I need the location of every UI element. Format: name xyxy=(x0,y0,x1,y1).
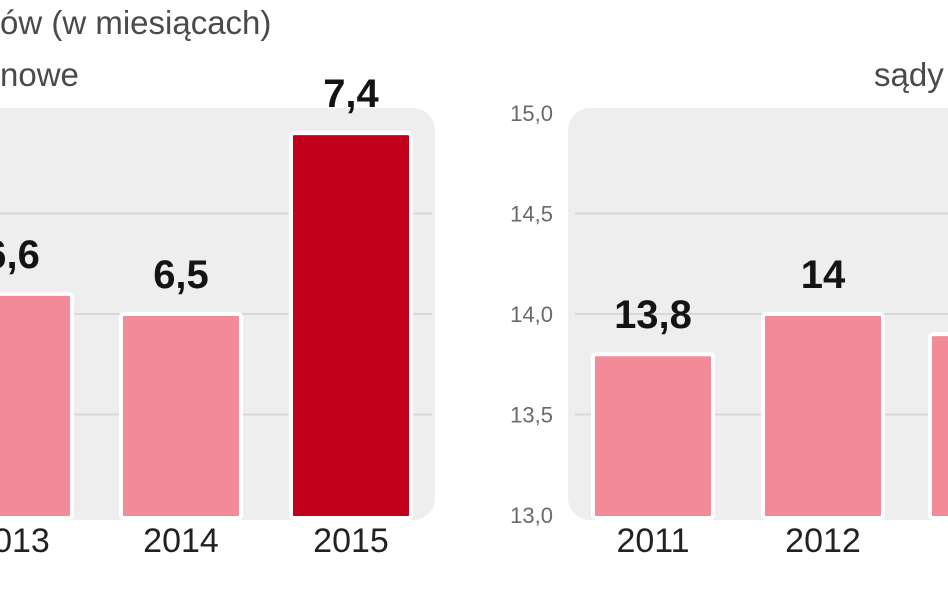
left-chart-subtitle: nowe xyxy=(0,56,79,93)
right-chart-category-label-2011: 2011 xyxy=(616,522,689,560)
left-chart-value-label-2015: 7,4 xyxy=(323,72,379,116)
left-chart-category-label-2015: 2015 xyxy=(313,522,389,560)
right-chart-y-tick-label: 13,0 xyxy=(510,503,553,528)
right-chart-y-tick-label: 15,0 xyxy=(510,101,553,126)
left-chart-bar-2013 xyxy=(0,294,72,518)
left-chart-bar-2015 xyxy=(291,133,411,518)
right-chart-bar-2012 xyxy=(763,314,883,518)
left-chart-value-label-2013: 6,6 xyxy=(0,233,40,277)
right-chart-bar-2011 xyxy=(593,354,713,518)
right-chart-value-label-2011: 13,8 xyxy=(614,293,692,337)
right-chart-y-tick-label: 14,0 xyxy=(510,302,553,327)
left-chart-value-label-2014: 6,5 xyxy=(153,253,209,297)
chart-title-line-1: ów (w miesiącach) xyxy=(0,4,272,41)
right-chart-value-label-2012: 14 xyxy=(801,253,846,297)
left-chart-category-label-2013: 2013 xyxy=(0,522,50,560)
left-chart-category-label-2014: 2014 xyxy=(143,522,219,560)
right-chart-category-label-2012: 2012 xyxy=(785,522,861,560)
left-chart-bar-2014 xyxy=(121,314,241,518)
right-chart-y-tick-label: 13,5 xyxy=(510,403,553,428)
right-chart-bar-2013 xyxy=(930,334,948,518)
right-chart-y-tick-label: 14,5 xyxy=(510,202,553,227)
right-chart-subtitle: sądy xyxy=(874,56,944,93)
